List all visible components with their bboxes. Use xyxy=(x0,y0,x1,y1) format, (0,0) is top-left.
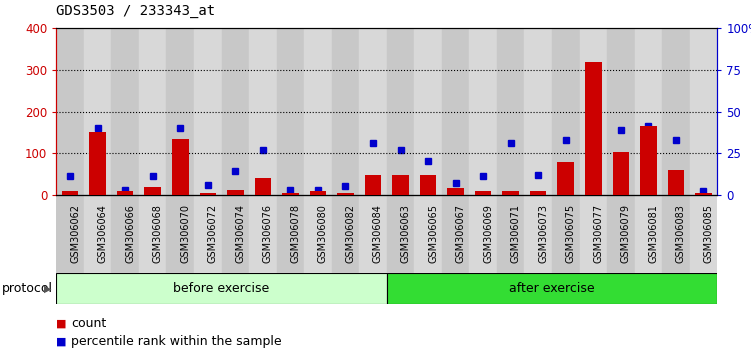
Bar xyxy=(332,28,359,273)
Bar xyxy=(442,28,469,273)
Text: GSM306083: GSM306083 xyxy=(676,204,686,263)
Bar xyxy=(117,192,134,195)
Bar xyxy=(337,193,354,195)
Bar xyxy=(557,162,574,195)
Text: GSM306084: GSM306084 xyxy=(373,204,383,263)
Text: protocol: protocol xyxy=(2,282,53,295)
Text: before exercise: before exercise xyxy=(173,282,270,295)
Text: GSM306078: GSM306078 xyxy=(291,204,300,263)
Text: GSM306072: GSM306072 xyxy=(208,204,218,263)
Bar xyxy=(139,28,167,273)
Text: GSM306071: GSM306071 xyxy=(511,204,520,263)
Bar xyxy=(635,28,662,273)
Text: GSM306081: GSM306081 xyxy=(648,204,659,263)
Bar xyxy=(662,28,689,273)
Text: GSM306063: GSM306063 xyxy=(400,204,411,263)
Bar xyxy=(249,28,276,273)
Bar xyxy=(84,28,111,273)
Bar xyxy=(415,28,442,273)
Bar xyxy=(309,192,326,195)
Text: after exercise: after exercise xyxy=(509,282,595,295)
Bar xyxy=(420,175,436,195)
Text: GSM306075: GSM306075 xyxy=(566,204,576,263)
Bar xyxy=(552,28,580,273)
Bar xyxy=(607,28,635,273)
Bar xyxy=(502,190,519,195)
Bar xyxy=(56,28,84,273)
Bar xyxy=(167,28,194,273)
Text: GSM306069: GSM306069 xyxy=(483,204,493,263)
Bar xyxy=(613,152,629,195)
Bar xyxy=(392,175,409,195)
Text: GSM306067: GSM306067 xyxy=(456,204,466,263)
Text: count: count xyxy=(71,318,107,330)
Bar xyxy=(172,139,189,195)
Bar xyxy=(365,175,382,195)
Bar xyxy=(227,190,243,195)
Text: GSM306066: GSM306066 xyxy=(125,204,135,263)
Bar xyxy=(585,62,602,195)
Bar xyxy=(695,193,712,195)
Text: GSM306062: GSM306062 xyxy=(70,204,80,263)
Bar xyxy=(56,273,387,304)
Bar xyxy=(200,193,216,195)
Bar xyxy=(530,190,547,195)
Text: GSM306064: GSM306064 xyxy=(98,204,107,263)
Text: GSM306077: GSM306077 xyxy=(593,204,603,263)
Text: GSM306074: GSM306074 xyxy=(235,204,246,263)
Bar xyxy=(475,190,491,195)
Text: GDS3503 / 233343_at: GDS3503 / 233343_at xyxy=(56,4,216,18)
Text: ■: ■ xyxy=(56,337,67,347)
Bar xyxy=(359,28,387,273)
Text: percentile rank within the sample: percentile rank within the sample xyxy=(71,335,282,348)
Bar xyxy=(282,193,299,195)
Bar xyxy=(668,170,684,195)
Bar xyxy=(689,28,717,273)
Text: ▶: ▶ xyxy=(44,284,51,293)
Text: GSM306085: GSM306085 xyxy=(704,204,713,263)
Bar xyxy=(580,28,607,273)
Bar xyxy=(62,190,78,195)
Text: GSM306065: GSM306065 xyxy=(428,204,438,263)
Bar xyxy=(255,178,271,195)
Text: GSM306076: GSM306076 xyxy=(263,204,273,263)
Text: ■: ■ xyxy=(56,319,67,329)
Bar xyxy=(469,28,497,273)
Bar xyxy=(276,28,304,273)
Bar xyxy=(387,28,415,273)
Bar xyxy=(448,188,464,195)
Bar xyxy=(144,187,161,195)
Bar xyxy=(304,28,332,273)
Bar xyxy=(524,28,552,273)
Text: GSM306070: GSM306070 xyxy=(180,204,190,263)
Bar xyxy=(89,132,106,195)
Text: GSM306082: GSM306082 xyxy=(345,204,355,263)
Bar xyxy=(387,273,717,304)
Bar xyxy=(194,28,222,273)
Bar xyxy=(497,28,524,273)
Bar xyxy=(640,126,656,195)
Text: GSM306079: GSM306079 xyxy=(621,204,631,263)
Bar xyxy=(222,28,249,273)
Text: GSM306068: GSM306068 xyxy=(152,204,163,263)
Text: GSM306080: GSM306080 xyxy=(318,204,328,263)
Text: GSM306073: GSM306073 xyxy=(538,204,548,263)
Bar xyxy=(111,28,139,273)
